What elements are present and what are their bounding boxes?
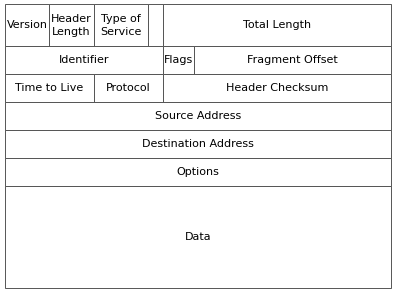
Bar — [49, 4, 93, 46]
Bar — [5, 131, 391, 159]
Text: Options: Options — [177, 167, 219, 178]
Bar — [93, 74, 163, 102]
Text: Time to Live: Time to Live — [15, 84, 83, 93]
Text: Header
Length: Header Length — [51, 14, 92, 36]
Text: Identifier: Identifier — [59, 55, 109, 65]
Text: Header Checksum: Header Checksum — [226, 84, 328, 93]
Bar — [5, 46, 163, 74]
Text: Type of
Service: Type of Service — [100, 14, 141, 36]
Text: Destination Address: Destination Address — [142, 140, 254, 150]
Bar — [5, 102, 391, 131]
Text: Version: Version — [6, 20, 48, 30]
Bar — [5, 74, 93, 102]
Bar — [5, 159, 391, 187]
Bar — [148, 4, 163, 46]
Bar — [163, 46, 194, 74]
Bar — [163, 74, 391, 102]
Bar — [5, 187, 391, 288]
Text: Source Address: Source Address — [155, 112, 241, 121]
Text: Flags: Flags — [164, 55, 193, 65]
Bar — [5, 4, 49, 46]
Bar — [163, 4, 391, 46]
Bar — [93, 4, 148, 46]
Text: Protocol: Protocol — [106, 84, 151, 93]
Text: Total Length: Total Length — [243, 20, 311, 30]
Text: Fragment Offset: Fragment Offset — [248, 55, 338, 65]
Text: Data: Data — [185, 232, 211, 242]
Bar — [194, 46, 391, 74]
